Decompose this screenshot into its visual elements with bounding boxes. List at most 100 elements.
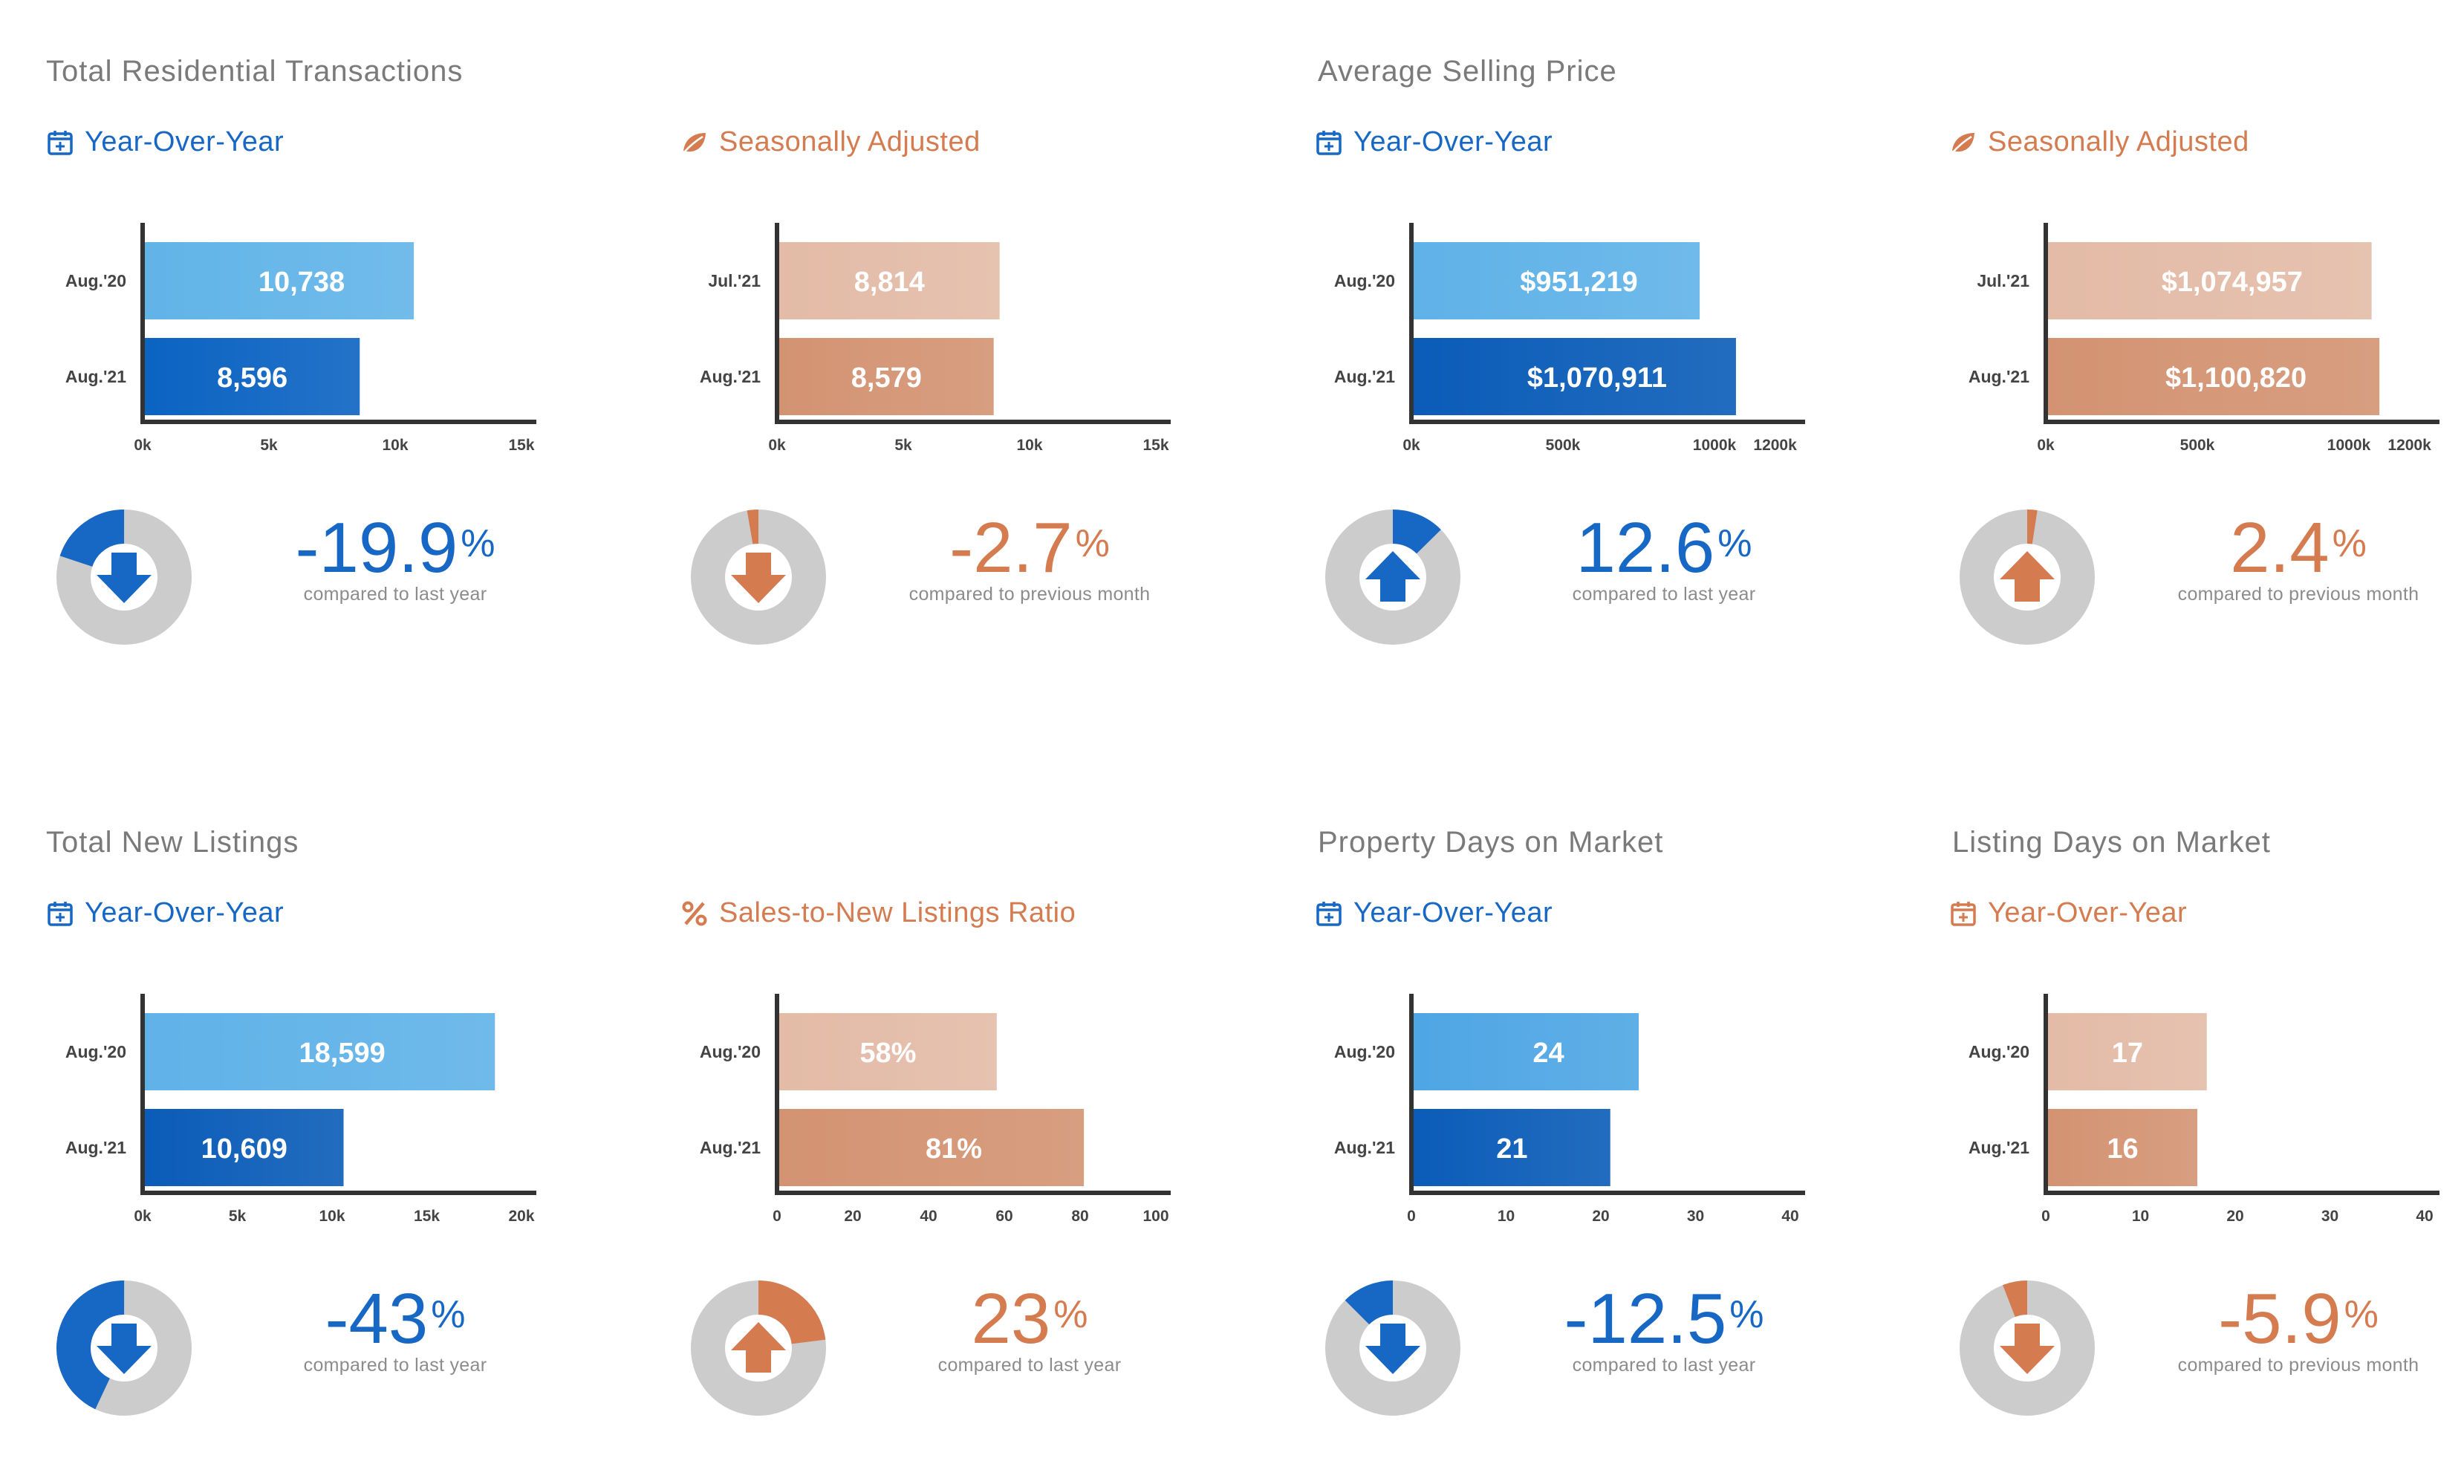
leaf-icon [1951, 132, 1974, 154]
panel-subtitle-label: Year-Over-Year [85, 126, 285, 157]
category-label: Aug.'20 [1969, 1042, 2029, 1061]
x-tick-label: 500k [1546, 437, 1581, 453]
x-tick-label: 0 [2041, 1208, 2050, 1224]
category-label: Jul.'21 [1977, 271, 2029, 290]
donut-segment [56, 1280, 192, 1416]
bar-chart-container: Aug.'20 17 Aug.'21 16 0 10 20 30 40 [1949, 986, 2439, 1228]
bar-previous [779, 1013, 997, 1090]
x-tick-label: 0k [1402, 437, 1420, 453]
percent-icon [682, 901, 707, 925]
calendar-icon [48, 130, 73, 155]
bar-value-label: 18,599 [299, 1038, 386, 1069]
bar-value-label: $1,070,911 [1527, 362, 1667, 394]
arrow-down-icon [1365, 1324, 1420, 1374]
section-title-listing-days-on-market: Listing Days on Market [1952, 826, 2271, 859]
x-tick-label: 500k [2180, 437, 2215, 453]
calendar-icon [1316, 130, 1342, 155]
change-donut [53, 1278, 195, 1422]
x-tick-label: 40 [920, 1208, 937, 1224]
leaf-icon [683, 132, 706, 154]
percent-symbol: % [1075, 522, 1110, 565]
change-stat: 12.6% compared to last year [1538, 512, 1790, 605]
x-tick-label: 15k [1142, 437, 1168, 453]
category-label: Aug.'21 [65, 1138, 126, 1157]
change-stat: 23% compared to last year [903, 1283, 1156, 1376]
category-label: Aug.'21 [700, 367, 761, 386]
comparison-caption: compared to previous month [2177, 1355, 2419, 1376]
change-percent-value: 12.6 [1576, 508, 1715, 588]
comparison-caption: compared to last year [1572, 584, 1756, 605]
arrow-down-icon [97, 553, 152, 603]
bar-current [2048, 1109, 2197, 1186]
bar-chart: Aug.'20 58% Aug.'21 81% 0 20 40 60 80 100 [700, 994, 1171, 1225]
bar-value-label: 58% [859, 1038, 916, 1069]
panel-subtitle: Year-Over-Year [1315, 126, 1553, 158]
bar-chart-container: Aug.'20 24 Aug.'21 21 0 10 20 30 40 [1315, 986, 1805, 1228]
x-tick-label: 1000k [1693, 437, 1737, 453]
donut-segment [1325, 1280, 1460, 1416]
bar-chart-container: Aug.'20 58% Aug.'21 81% 0 20 40 60 80 100 [680, 986, 1171, 1228]
bar-current [1414, 1109, 1610, 1186]
change-donut [1322, 1278, 1463, 1422]
change-percent: -5.9% [2172, 1283, 2425, 1355]
change-percent: 12.6% [1538, 512, 1790, 584]
calendar-icon [48, 901, 73, 926]
donut-segment [1960, 510, 2095, 645]
change-donut [53, 507, 195, 651]
change-stat: -2.7% compared to previous month [903, 512, 1156, 605]
change-donut [1957, 1278, 2098, 1422]
bar-chart: Aug.'20 17 Aug.'21 16 0 10 20 30 40 [1969, 994, 2439, 1225]
category-label: Aug.'21 [65, 367, 126, 386]
arrow-up-icon [731, 1322, 786, 1373]
x-tick-label: 10k [1016, 437, 1042, 453]
comparison-caption: compared to last year [1572, 1355, 1756, 1376]
bar-value-label: 16 [2107, 1133, 2138, 1165]
bar-chart-container: Aug.'20 10,738 Aug.'21 8,596 0k 5k 10k 15k [46, 215, 536, 457]
bar-current [1414, 338, 1736, 415]
bar-value-label: 24 [1532, 1038, 1564, 1069]
panel-subtitle-label: Year-Over-Year [1353, 897, 1553, 928]
bar-current [779, 338, 994, 415]
x-tick-label: 20k [508, 1208, 534, 1224]
category-label: Aug.'21 [1334, 1138, 1395, 1157]
change-stat: -19.9% compared to last year [269, 512, 521, 605]
x-tick-label: 0k [2037, 437, 2055, 453]
bar-previous [145, 242, 415, 319]
bar-previous [1414, 1013, 1639, 1090]
change-percent-value: -2.7 [949, 508, 1073, 588]
section-title-total-new-listings: Total New Listings [46, 826, 299, 859]
x-tick-label: 5k [260, 437, 278, 453]
section-title-average-selling-price: Average Selling Price [1318, 55, 1617, 88]
change-percent: -43% [269, 1283, 521, 1355]
percent-symbol: % [1729, 1293, 1764, 1336]
donut-segment [691, 1280, 826, 1416]
x-tick-label: 30 [2321, 1208, 2338, 1224]
x-tick-label: 0 [773, 1208, 781, 1224]
calendar-icon [1316, 901, 1342, 926]
change-percent: 2.4% [2172, 512, 2425, 584]
change-stat: -12.5% compared to last year [1538, 1283, 1790, 1376]
x-tick-label: 0k [134, 437, 152, 453]
change-percent: -2.7% [903, 512, 1156, 584]
x-tick-label: 80 [1071, 1208, 1088, 1224]
x-tick-label: 5k [229, 1208, 247, 1224]
panel-subtitle-label: Sales-to-New Listings Ratio [719, 897, 1076, 928]
x-tick-label: 30 [1687, 1208, 1704, 1224]
bar-previous [1414, 242, 1700, 319]
panel-subtitle: Seasonally Adjusted [680, 126, 981, 158]
category-label: Aug.'20 [65, 1042, 126, 1061]
change-donut [1322, 507, 1463, 651]
x-tick-label: 10k [319, 1208, 345, 1224]
comparison-caption: compared to last year [937, 1355, 1122, 1376]
panel-subtitle-label: Year-Over-Year [85, 897, 285, 928]
percent-symbol: % [461, 522, 495, 565]
panel-subtitle: Year-Over-Year [46, 126, 284, 158]
category-label: Aug.'20 [1334, 1042, 1395, 1061]
x-tick-label: 10 [1498, 1208, 1515, 1224]
bar-previous [2048, 1013, 2207, 1090]
bar-value-label: 8,579 [851, 362, 922, 394]
bar-value-label: 17 [2112, 1038, 2143, 1069]
bar-chart-container: Jul.'21 $1,074,957 Aug.'21 $1,100,820 0k 500k… [1949, 215, 2439, 457]
bar-chart: Jul.'21 $1,074,957 Aug.'21 $1,100,820 0k 500k… [1969, 223, 2439, 454]
x-tick-label: 0k [134, 1208, 152, 1224]
